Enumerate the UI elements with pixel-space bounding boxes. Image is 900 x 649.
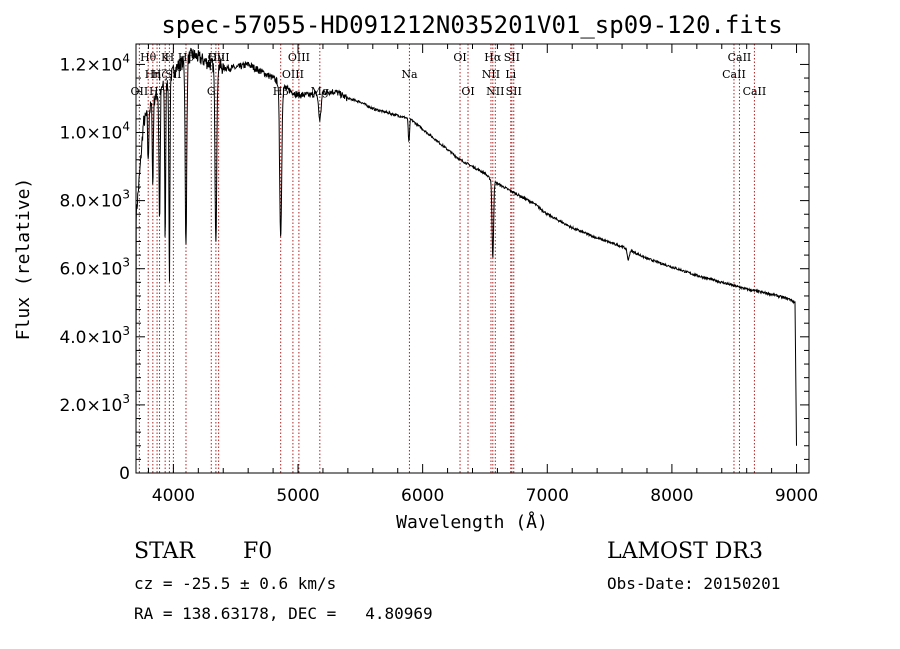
- coordinates: RA = 138.63178, DEC = 4.80969: [134, 604, 433, 623]
- line-label-0: OII: [131, 85, 149, 98]
- line-label-3: Hη: [149, 85, 165, 98]
- line-label-13: OIII: [282, 68, 304, 81]
- line-label-16: Na: [401, 68, 418, 81]
- chart-title: spec-57055-HD091212N035201V01_sp09-120.f…: [161, 11, 782, 39]
- line-label-21: NII: [486, 85, 504, 98]
- y-axis: 0 2.0×103 4.0×103 6.0×103 8.0×103 1.0×104 1.2×…: [59, 51, 809, 484]
- line-label-27: CaII: [743, 85, 767, 98]
- subclass: F0: [243, 539, 273, 564]
- line-label-9: G: [207, 85, 216, 98]
- plot-frame: [135, 43, 810, 474]
- x-tick-label-5: 9000: [775, 486, 818, 506]
- line-label-8: Hδ: [178, 51, 195, 64]
- line-label-26: CaII: [728, 51, 752, 64]
- y-tick-label-4: 8.0×103: [59, 188, 130, 212]
- line-label-22: Li: [505, 68, 516, 81]
- x-tick-label-3: 7000: [526, 486, 569, 506]
- line-label-4: Hζ: [152, 68, 168, 81]
- line-label-18: OI: [461, 85, 474, 98]
- line-label-12: Hβ: [273, 85, 289, 98]
- line-label-7: SII: [165, 68, 181, 81]
- y-axis-label: Flux (relative): [13, 178, 34, 341]
- line-label-15: Mg: [311, 85, 329, 98]
- observation-date: Obs-Date: 20150201: [607, 574, 781, 593]
- y-tick-label-1: 2.0×103: [59, 392, 130, 416]
- line-label-24: SII: [506, 85, 522, 98]
- line-label-6: H: [165, 51, 175, 64]
- line-label-17: OI: [453, 51, 466, 64]
- y-tick-label-0: 0: [119, 464, 130, 484]
- y-tick-label-6: 1.2×104: [59, 51, 130, 75]
- redshift-velocity: cz = -25.5 ± 0.6 km/s: [134, 574, 337, 593]
- line-label-2: Hη: [145, 68, 161, 81]
- line-label-25: CaII: [722, 68, 746, 81]
- spectrum-layer: [135, 47, 797, 474]
- line-label-layer: OIIHθHηHηHζKHSIIHδGHγOIIIHβOIIIOIIIMgNaO…: [131, 51, 767, 98]
- line-label-5: K: [161, 51, 170, 64]
- y-tick-label-2: 4.0×103: [59, 324, 130, 348]
- line-label-20: Hα: [484, 51, 502, 64]
- x-axis-label: Wavelength (Å): [396, 511, 548, 533]
- line-label-10: Hγ: [208, 51, 225, 64]
- line-label-14: OIII: [288, 51, 310, 64]
- x-axis: 4000 5000 6000 7000 8000 9000: [147, 44, 818, 506]
- line-marker-layer: [138, 44, 755, 473]
- spectrum-line: [135, 47, 797, 474]
- y-tick-label-3: 6.0×103: [59, 256, 130, 280]
- x-tick-label-2: 6000: [401, 486, 444, 506]
- survey-name: LAMOST DR3: [607, 539, 763, 564]
- line-label-1: Hθ: [140, 51, 157, 64]
- line-label-19: NII: [482, 68, 500, 81]
- line-label-23: SII: [504, 51, 520, 64]
- line-label-11: OIII: [208, 51, 230, 64]
- x-tick-label-1: 5000: [276, 486, 319, 506]
- y-tick-label-5: 1.0×104: [59, 120, 130, 144]
- x-tick-label-4: 8000: [650, 486, 693, 506]
- object-class: STAR: [134, 539, 195, 564]
- x-tick-label-0: 4000: [152, 486, 195, 506]
